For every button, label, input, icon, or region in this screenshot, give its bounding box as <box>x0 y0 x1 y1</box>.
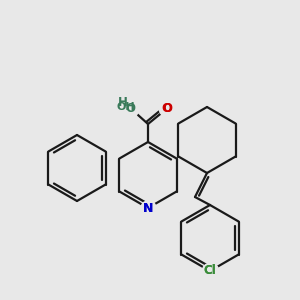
Text: N: N <box>143 202 153 214</box>
Text: H: H <box>118 96 128 109</box>
Text: O: O <box>162 102 172 115</box>
Text: OH: OH <box>116 103 135 112</box>
Text: Cl: Cl <box>204 265 216 278</box>
Text: Cl: Cl <box>204 265 216 278</box>
Text: O: O <box>162 102 172 115</box>
Text: N: N <box>143 202 153 214</box>
Text: O: O <box>125 103 135 116</box>
